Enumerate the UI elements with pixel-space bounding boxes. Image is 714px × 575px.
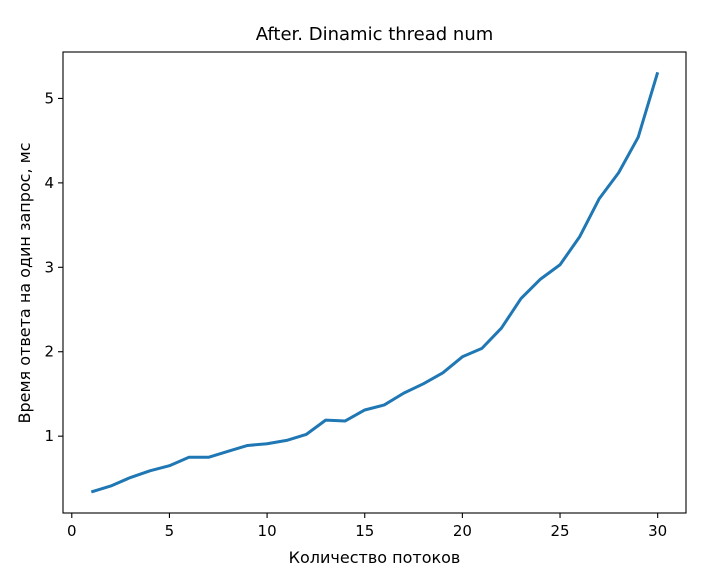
x-tick-label: 30 <box>648 522 667 540</box>
x-tick-label: 5 <box>165 522 175 540</box>
chart-title: After. Dinamic thread num <box>256 24 494 45</box>
y-tick-label: 5 <box>44 89 54 107</box>
y-tick-label: 4 <box>44 174 54 192</box>
x-tick-label: 15 <box>355 522 374 540</box>
y-axis-label: Время ответа на один запрос, мс <box>15 142 34 423</box>
y-tick-label: 3 <box>44 258 54 276</box>
x-axis-label: Количество потоков <box>289 548 461 567</box>
x-tick-label: 10 <box>258 522 277 540</box>
y-tick-label: 2 <box>44 343 54 361</box>
x-tick-label: 0 <box>67 522 77 540</box>
x-tick-label: 20 <box>453 522 472 540</box>
x-tick-label: 25 <box>550 522 569 540</box>
y-tick-label: 1 <box>44 427 54 445</box>
